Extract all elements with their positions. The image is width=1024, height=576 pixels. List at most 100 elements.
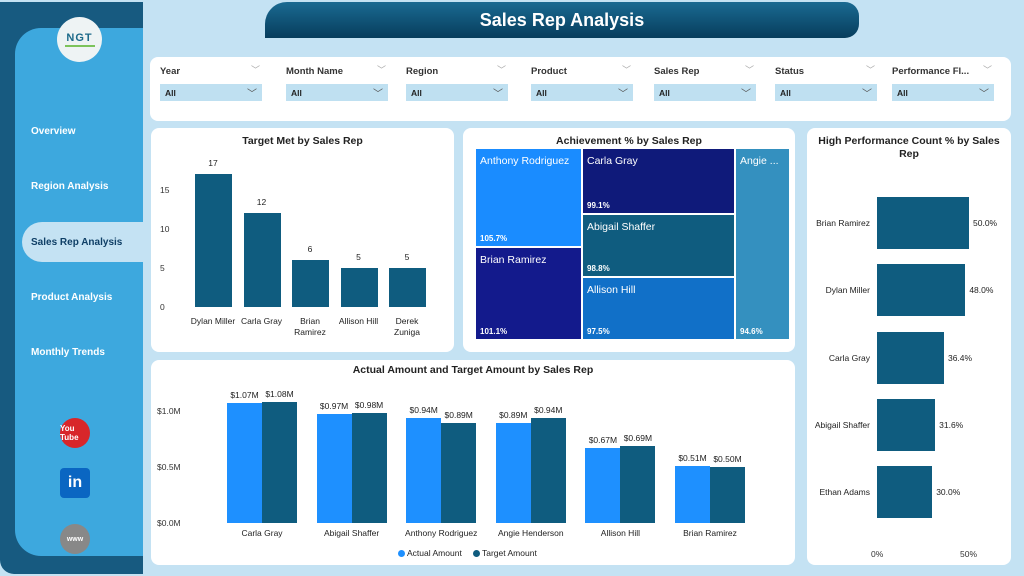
data-label: $0.97M — [319, 401, 349, 412]
target-bar[interactable] — [441, 423, 477, 523]
y-tick-label: Ethan Adams — [819, 487, 870, 498]
nav-product-analysis[interactable]: Product Analysis — [31, 292, 113, 303]
filter-dropdown-year[interactable]: All ﹀ — [160, 84, 262, 101]
chevron-down-icon[interactable]: ﹀ — [247, 89, 257, 100]
chevron-down-icon[interactable]: ﹀ — [745, 65, 755, 75]
filter-value: All — [291, 88, 302, 98]
filter-dropdown-performance-fl-[interactable]: All ﹀ — [892, 84, 994, 101]
data-label: $0.50M — [713, 454, 742, 464]
treemap-tile[interactable]: Abigail Shaffer 98.8% — [582, 214, 735, 277]
target-bar[interactable] — [620, 445, 656, 523]
chevron-down-icon[interactable]: ﹀ — [373, 89, 383, 100]
filter-value: All — [411, 88, 422, 98]
chevron-down-icon[interactable]: ﹀ — [979, 89, 989, 100]
actual-bar[interactable] — [585, 447, 621, 523]
treemap-tile[interactable]: Anthony Rodriguez 105.7% — [475, 148, 582, 247]
bar[interactable] — [877, 197, 969, 249]
data-label: $0.51M — [678, 452, 707, 463]
treemap-tile[interactable]: Angie ... 94.6% — [735, 148, 790, 340]
bar[interactable] — [389, 268, 426, 307]
filter-value: All — [165, 88, 176, 98]
data-label: 6 — [307, 244, 313, 255]
logo: NGT — [57, 17, 102, 62]
bar[interactable] — [243, 213, 281, 307]
globe-icon[interactable]: www — [60, 524, 90, 554]
y-tick-label: 15 — [160, 185, 170, 195]
filter-dropdown-product[interactable]: All ﹀ — [531, 84, 633, 101]
data-label: $0.98M — [354, 400, 384, 411]
actual-bar[interactable] — [406, 417, 442, 523]
legend-label: Target Amount — [482, 548, 537, 558]
bar[interactable] — [877, 466, 933, 519]
tile-name: Angie ... — [740, 155, 779, 167]
x-tick-label: Derek Zuniga — [394, 316, 420, 337]
linkedin-icon[interactable]: in — [60, 468, 90, 498]
chevron-down-icon[interactable]: ﹀ — [622, 65, 632, 75]
filter-dropdown-sales-rep[interactable]: All ﹀ — [654, 84, 756, 101]
chart-title: Achievement % by Sales Rep — [556, 135, 702, 147]
nav-monthly-trends[interactable]: Monthly Trends — [31, 347, 105, 358]
x-tick-label: Brian Ramirez — [683, 528, 737, 538]
filter-value: All — [536, 88, 547, 98]
bar[interactable] — [292, 260, 329, 307]
tile-name: Allison Hill — [587, 284, 636, 296]
nav-region-analysis[interactable]: Region Analysis — [31, 181, 109, 192]
chart-title: Target Met by Sales Rep — [242, 135, 363, 147]
tile-value: 98.8% — [587, 264, 610, 273]
bar[interactable] — [877, 264, 966, 317]
x-tick-label: Brian Ramirez — [294, 316, 326, 337]
nav-sales-rep-analysis[interactable]: Sales Rep Analysis — [31, 237, 123, 248]
chevron-down-icon[interactable]: ﹀ — [866, 65, 876, 75]
filter-label: Month Name — [286, 66, 343, 77]
filter-value: All — [659, 88, 670, 98]
legend-label: Actual Amount — [407, 548, 462, 558]
filter-dropdown-region[interactable]: All ﹀ — [406, 84, 508, 101]
treemap-tile[interactable]: Brian Ramirez 101.1% — [475, 247, 582, 340]
filter-dropdown-month-name[interactable]: All ﹀ — [286, 84, 388, 101]
data-label: $0.89M — [444, 410, 473, 421]
x-tick-label: Carla Gray — [241, 528, 283, 538]
tile-name: Anthony Rodriguez — [480, 155, 570, 167]
y-tick-label: 5 — [160, 263, 165, 273]
filter-label: Performance Fl... — [892, 66, 970, 77]
actual-bar[interactable] — [316, 414, 352, 523]
data-label: $0.69M — [623, 432, 653, 443]
actual-bar[interactable] — [675, 465, 710, 523]
bar[interactable] — [195, 174, 232, 307]
data-label: $0.89M — [499, 410, 528, 421]
treemap-tile[interactable]: Carla Gray 99.1% — [582, 148, 735, 214]
chevron-down-icon[interactable]: ﹀ — [251, 65, 261, 75]
target-bar[interactable] — [262, 402, 297, 523]
filter-label: Sales Rep — [654, 66, 700, 77]
target-bar[interactable] — [710, 467, 745, 523]
chevron-down-icon[interactable]: ﹀ — [493, 89, 503, 100]
youtube-icon[interactable]: You Tube — [60, 418, 90, 448]
bar[interactable] — [877, 398, 936, 451]
chevron-down-icon[interactable]: ﹀ — [741, 89, 751, 100]
chevron-down-icon[interactable]: ﹀ — [862, 89, 872, 100]
chevron-down-icon[interactable]: ﹀ — [618, 89, 628, 100]
chevron-down-icon[interactable]: ﹀ — [497, 65, 507, 75]
y-tick-label: $0.5M — [157, 462, 181, 472]
treemap-tile[interactable]: Allison Hill 97.5% — [582, 277, 735, 340]
target-bar[interactable] — [530, 417, 566, 523]
tile-value: 101.1% — [480, 327, 508, 336]
target-bar[interactable] — [351, 413, 387, 523]
bar[interactable] — [340, 268, 378, 307]
filter-label: Year — [160, 66, 181, 77]
tile-name: Brian Ramirez — [480, 254, 547, 266]
x-tick-label: Dylan Miller — [190, 316, 236, 326]
y-tick-label: $0.0M — [157, 518, 181, 528]
y-tick-label: Abigail Shaffer — [814, 419, 870, 430]
chevron-down-icon[interactable]: ﹀ — [377, 65, 387, 75]
data-label: $0.67M — [588, 434, 618, 445]
chevron-down-icon[interactable]: ﹀ — [983, 65, 993, 75]
actual-bar[interactable] — [495, 423, 531, 523]
filter-dropdown-status[interactable]: All ﹀ — [775, 84, 877, 101]
bar[interactable] — [877, 331, 944, 384]
filter-value: All — [780, 88, 791, 98]
actual-bar[interactable] — [227, 403, 262, 523]
nav-overview[interactable]: Overview — [31, 126, 76, 137]
x-tick-label: 0% — [871, 549, 884, 559]
tile-value: 99.1% — [587, 201, 610, 210]
